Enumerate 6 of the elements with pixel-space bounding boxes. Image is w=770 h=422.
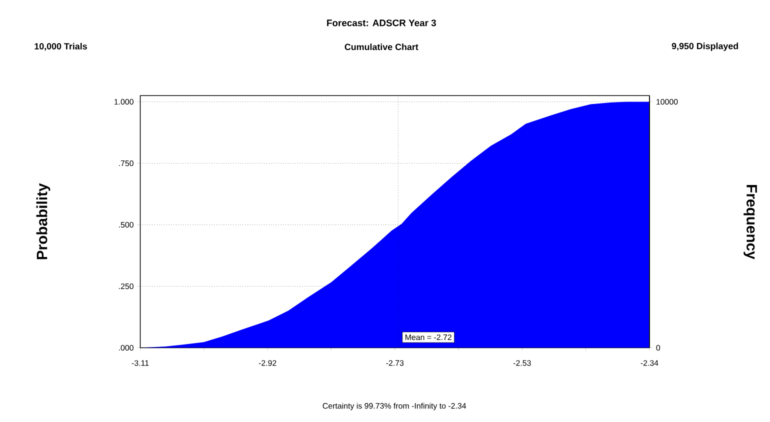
- text: 9,950 Displayed: [672, 42, 738, 51]
- chart-title: Forecast: ADSCR Year 3: [327, 19, 436, 26]
- y2-axis-title: Frequency: [744, 184, 757, 260]
- text: 10,000 Trials: [34, 42, 87, 51]
- y-axis-title: Probability: [36, 183, 50, 259]
- chart-subtitle: Cumulative Chart: [344, 43, 418, 50]
